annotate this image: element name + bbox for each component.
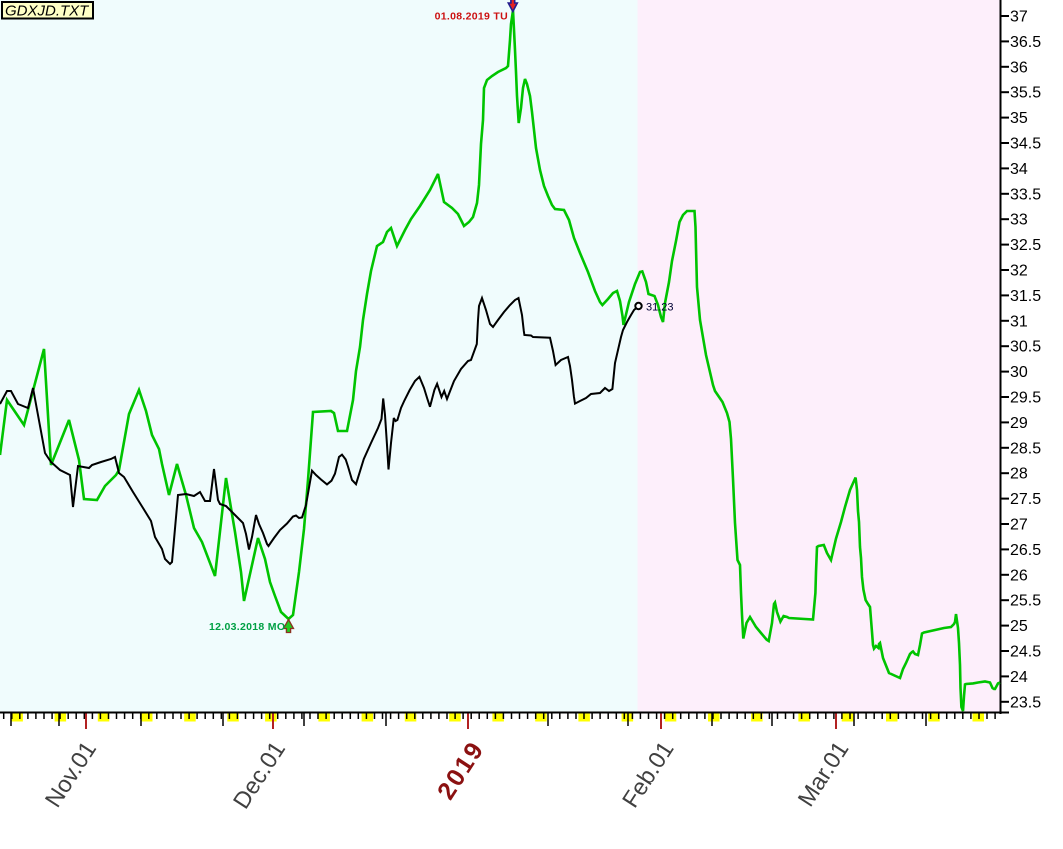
svg-text:36: 36 xyxy=(1010,59,1028,76)
svg-text:31.5: 31.5 xyxy=(1010,288,1041,305)
svg-text:34.5: 34.5 xyxy=(1010,136,1041,153)
svg-text:30.5: 30.5 xyxy=(1010,339,1041,356)
svg-text:34: 34 xyxy=(1010,161,1028,178)
svg-text:24.5: 24.5 xyxy=(1010,644,1041,661)
svg-text:28.5: 28.5 xyxy=(1010,440,1041,457)
svg-text:23.5: 23.5 xyxy=(1010,694,1041,711)
svg-text:12.03.2018 MO: 12.03.2018 MO xyxy=(209,621,285,633)
svg-text:GDXJD.TXT: GDXJD.TXT xyxy=(5,3,90,20)
svg-text:29: 29 xyxy=(1010,415,1028,432)
svg-text:28: 28 xyxy=(1010,466,1028,483)
svg-text:25: 25 xyxy=(1010,618,1028,635)
svg-text:30: 30 xyxy=(1010,364,1028,381)
svg-text:32.5: 32.5 xyxy=(1010,237,1041,254)
svg-text:32: 32 xyxy=(1010,263,1028,280)
svg-text:29.5: 29.5 xyxy=(1010,390,1041,407)
svg-text:35.5: 35.5 xyxy=(1010,85,1041,102)
svg-text:26: 26 xyxy=(1010,567,1028,584)
svg-text:25.5: 25.5 xyxy=(1010,593,1041,610)
svg-text:26.5: 26.5 xyxy=(1010,542,1041,559)
svg-text:37: 37 xyxy=(1010,9,1028,26)
svg-text:35: 35 xyxy=(1010,110,1028,127)
svg-text:01.08.2019 TU: 01.08.2019 TU xyxy=(435,11,508,23)
svg-text:33: 33 xyxy=(1010,212,1028,229)
svg-text:31: 31 xyxy=(1010,313,1028,330)
svg-text:24: 24 xyxy=(1010,669,1028,686)
svg-text:27: 27 xyxy=(1010,517,1028,534)
svg-text:33.5: 33.5 xyxy=(1010,186,1041,203)
svg-text:36.5: 36.5 xyxy=(1010,34,1041,51)
svg-text:27.5: 27.5 xyxy=(1010,491,1041,508)
svg-text:31.23: 31.23 xyxy=(646,302,674,314)
